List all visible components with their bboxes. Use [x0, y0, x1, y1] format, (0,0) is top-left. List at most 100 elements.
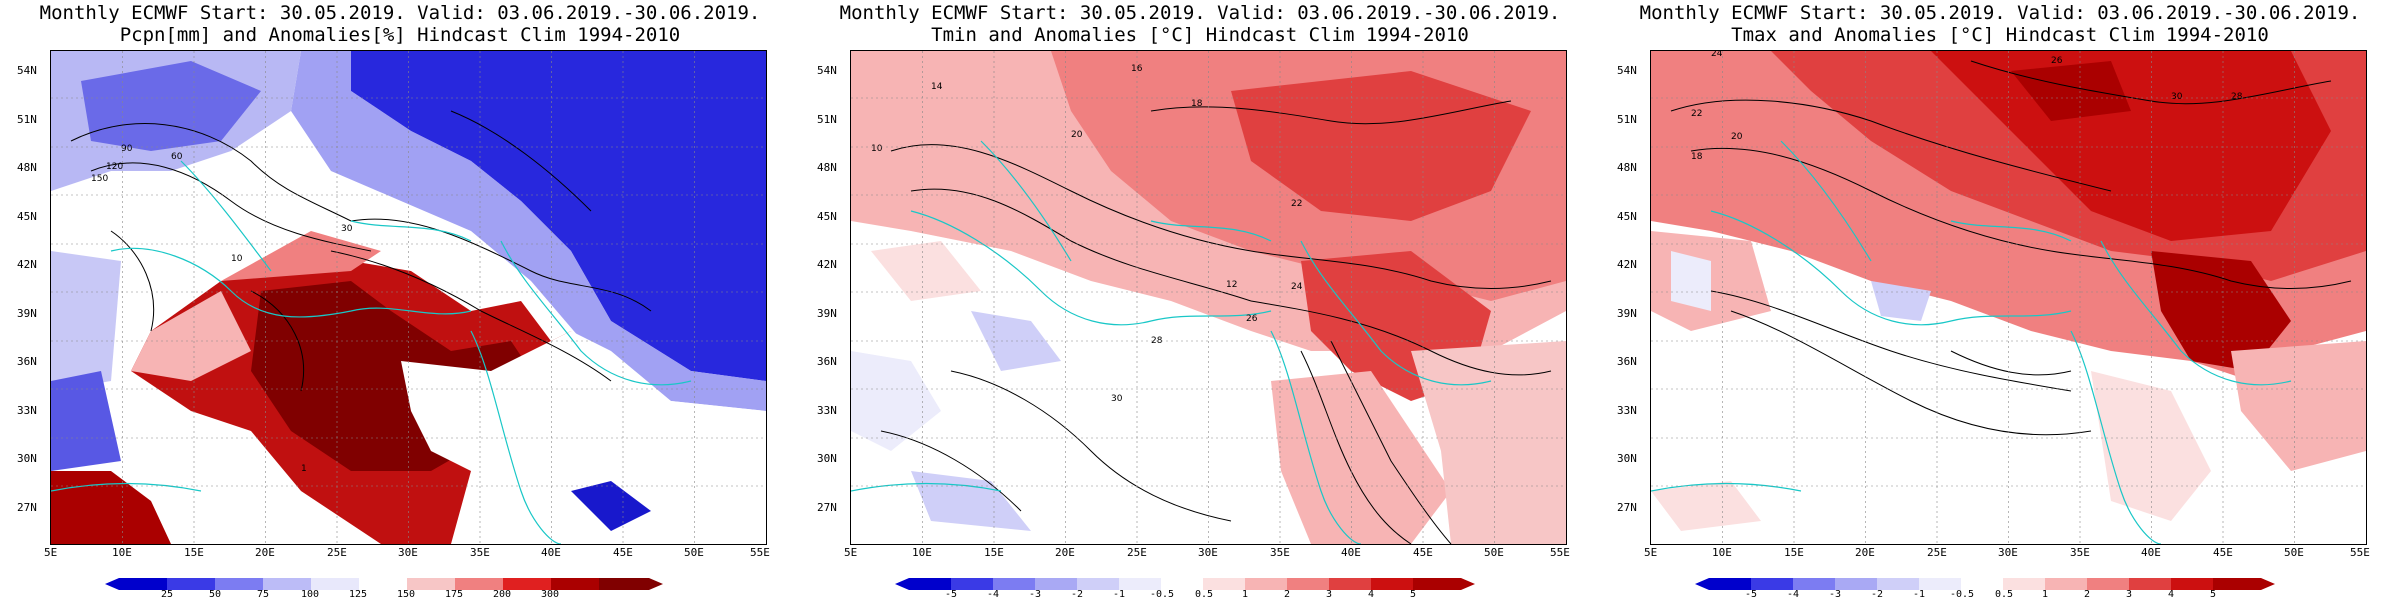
tmin-map: 16 18 20 14 12 22 24 26 28 30 10 — [850, 50, 1567, 545]
colorbar-label: -0.5 — [1950, 589, 1975, 600]
lat-label: 54N — [1617, 64, 1637, 77]
tmin-panel: Monthly ECMWF Start: 30.05.2019. Valid: … — [800, 0, 1600, 600]
lat-label: 33N — [817, 404, 837, 417]
lon-label: 35E — [470, 546, 490, 559]
lon-label: 25E — [1127, 546, 1147, 559]
lat-label: 45N — [1617, 210, 1637, 223]
lat-label: 51N — [817, 113, 837, 126]
contour-label: 120 — [106, 162, 123, 172]
contour-label: 24 — [1291, 282, 1303, 292]
lat-label: 36N — [817, 355, 837, 368]
lat-label: 54N — [817, 64, 837, 77]
lon-label: 50E — [684, 546, 704, 559]
colorbar-label: -4 — [1787, 589, 1800, 600]
contour-label: 150 — [91, 174, 108, 184]
lat-label: 48N — [1617, 161, 1637, 174]
contour-label: 10 — [231, 254, 243, 264]
contour-label: 18 — [1191, 99, 1203, 109]
colorbar-label: -0.5 — [1150, 589, 1175, 600]
tmax-panel: Monthly ECMWF Start: 30.05.2019. Valid: … — [1600, 0, 2400, 600]
contour-label: 24 — [1711, 51, 1723, 59]
colorbar-label: 4 — [1368, 589, 1375, 600]
contour-label: 16 — [1131, 64, 1143, 74]
lon-label: 10E — [912, 546, 932, 559]
panel-title-line2: Pcpn[mm] and Anomalies[%] Hindcast Clim … — [119, 24, 681, 46]
colorbar-label: 175 — [445, 589, 464, 600]
colorbar-label: 125 — [349, 589, 368, 600]
lat-label: 27N — [17, 501, 37, 514]
lat-label: 36N — [17, 355, 37, 368]
lon-label: 30E — [1198, 546, 1218, 559]
colorbar-label: 5 — [2210, 589, 2217, 600]
lon-label: 45E — [1413, 546, 1433, 559]
lon-label: 30E — [398, 546, 418, 559]
contour-label: 22 — [1291, 199, 1302, 209]
colorbar-label: 50 — [209, 589, 222, 600]
lon-label: 20E — [1055, 546, 1075, 559]
colorbar-label: 1 — [2042, 589, 2049, 600]
lon-label: 20E — [1855, 546, 1875, 559]
colorbar-label: 5 — [1410, 589, 1417, 600]
precipitation-panel: Monthly ECMWF Start: 30.05.2019. Valid: … — [0, 0, 800, 600]
colorbar-label: 3 — [1326, 589, 1333, 600]
colorbar-label: 200 — [493, 589, 512, 600]
contour-label: 90 — [121, 144, 133, 154]
colorbar-label: -3 — [1029, 589, 1042, 600]
colorbar-label: 2 — [2084, 589, 2091, 600]
lon-label: 15E — [1784, 546, 1804, 559]
lat-label: 39N — [817, 307, 837, 320]
lon-label: 40E — [1341, 546, 1361, 559]
lat-label: 30N — [817, 452, 837, 465]
lat-label: 33N — [1617, 404, 1637, 417]
lat-label: 42N — [817, 258, 837, 271]
colorbar-label: -2 — [1871, 589, 1884, 600]
contour-label: 28 — [2231, 92, 2243, 102]
panel-title-line1: Monthly ECMWF Start: 30.05.2019. Valid: … — [39, 2, 761, 24]
colorbar-label: 3 — [2126, 589, 2133, 600]
lon-label: 5E — [44, 546, 58, 559]
tmax-map-svg: 24 26 28 30 22 20 18 — [1651, 51, 2366, 544]
lat-label: 30N — [1617, 452, 1637, 465]
panel-title-line2: Tmax and Anomalies [°C] Hindcast Clim 19… — [1731, 24, 2269, 46]
lon-label: 5E — [844, 546, 858, 559]
lat-label: 39N — [17, 307, 37, 320]
lat-label: 30N — [17, 452, 37, 465]
lat-label: 45N — [817, 210, 837, 223]
colorbar-label: 300 — [541, 589, 560, 600]
contour-label: 30 — [1111, 394, 1123, 404]
lat-label: 27N — [1617, 501, 1637, 514]
precipitation-colorbar — [105, 578, 663, 590]
lon-label: 25E — [1927, 546, 1947, 559]
lon-label: 55E — [1550, 546, 1570, 559]
lat-label: 51N — [1617, 113, 1637, 126]
colorbar-label: 0.5 — [1995, 589, 2014, 600]
contour-label: 12 — [1226, 280, 1237, 290]
panel-title-line1: Monthly ECMWF Start: 30.05.2019. Valid: … — [1639, 2, 2361, 24]
lon-label: 15E — [184, 546, 204, 559]
colorbar-label: 100 — [301, 589, 320, 600]
lon-label: 5E — [1644, 546, 1658, 559]
colorbar-label: 1 — [1242, 589, 1249, 600]
contour-label: 14 — [931, 82, 943, 92]
contour-label: 30 — [341, 224, 353, 234]
contour-label: 20 — [1731, 132, 1743, 142]
lon-label: 10E — [112, 546, 132, 559]
lon-label: 40E — [2141, 546, 2161, 559]
colorbar-label: -1 — [1913, 589, 1926, 600]
contour-label: 26 — [2051, 56, 2063, 66]
colorbar-label: -5 — [945, 589, 958, 600]
colorbar-label: 150 — [397, 589, 416, 600]
lon-label: 35E — [2070, 546, 2090, 559]
lat-label: 48N — [817, 161, 837, 174]
colorbar-label: 0.5 — [1195, 589, 1214, 600]
lat-label: 42N — [1617, 258, 1637, 271]
lon-label: 10E — [1712, 546, 1732, 559]
tmin-colorbar — [895, 578, 1475, 590]
colorbar-label: 75 — [257, 589, 270, 600]
contour-label: 60 — [171, 152, 183, 162]
lon-label: 45E — [2213, 546, 2233, 559]
lon-label: 15E — [984, 546, 1004, 559]
colorbar-label: -5 — [1745, 589, 1758, 600]
colorbar-label: -2 — [1071, 589, 1084, 600]
lat-label: 33N — [17, 404, 37, 417]
